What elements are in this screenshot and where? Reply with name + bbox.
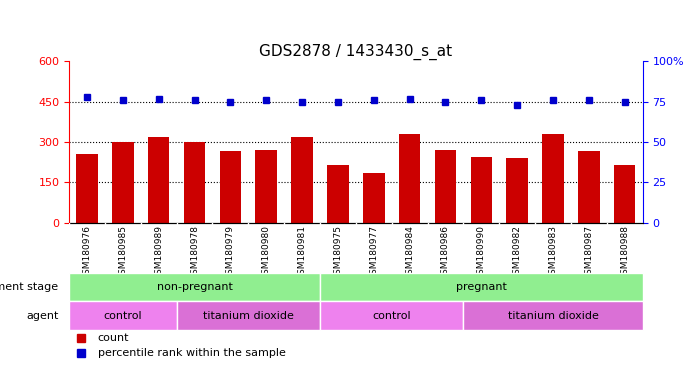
Bar (220, 152, 241, 223)
Bar (542, 134, 564, 223)
Bar (256, 150, 277, 223)
Text: non-pregnant: non-pregnant (157, 282, 232, 292)
Text: GSM180977: GSM180977 (369, 225, 378, 280)
Text: percentile rank within the sample: percentile rank within the sample (98, 348, 285, 358)
Bar (148, 137, 169, 223)
Text: GSM180982: GSM180982 (513, 225, 522, 280)
FancyBboxPatch shape (69, 301, 177, 330)
Bar (614, 165, 636, 223)
Text: GSM180985: GSM180985 (118, 225, 127, 280)
Text: count: count (98, 333, 129, 343)
FancyBboxPatch shape (320, 301, 464, 330)
Text: GSM180983: GSM180983 (549, 225, 558, 280)
Text: GSM180989: GSM180989 (154, 225, 163, 280)
Bar (578, 152, 600, 223)
FancyBboxPatch shape (177, 301, 320, 330)
Text: titanium dioxide: titanium dioxide (203, 311, 294, 321)
Text: titanium dioxide: titanium dioxide (508, 311, 598, 321)
Text: GSM180984: GSM180984 (405, 225, 414, 280)
Bar (363, 173, 384, 223)
Bar (292, 137, 313, 223)
Bar (184, 142, 205, 223)
Text: GSM180990: GSM180990 (477, 225, 486, 280)
FancyBboxPatch shape (464, 301, 643, 330)
Text: GSM180986: GSM180986 (441, 225, 450, 280)
FancyBboxPatch shape (320, 273, 643, 301)
Text: GSM180975: GSM180975 (334, 225, 343, 280)
Bar (112, 142, 133, 223)
Title: GDS2878 / 1433430_s_at: GDS2878 / 1433430_s_at (259, 44, 453, 60)
Bar (435, 150, 456, 223)
Text: GSM180987: GSM180987 (585, 225, 594, 280)
Text: control: control (372, 311, 411, 321)
Text: GSM180981: GSM180981 (298, 225, 307, 280)
FancyBboxPatch shape (69, 273, 320, 301)
Text: development stage: development stage (0, 282, 58, 292)
Text: control: control (104, 311, 142, 321)
Text: GSM180976: GSM180976 (82, 225, 91, 280)
Text: pregnant: pregnant (456, 282, 507, 292)
Bar (76, 154, 98, 223)
Text: GSM180980: GSM180980 (262, 225, 271, 280)
Bar (399, 134, 420, 223)
Text: GSM180978: GSM180978 (190, 225, 199, 280)
Bar (471, 157, 492, 223)
Text: GSM180979: GSM180979 (226, 225, 235, 280)
Text: GSM180988: GSM180988 (621, 225, 630, 280)
Bar (507, 158, 528, 223)
Text: agent: agent (26, 311, 58, 321)
Bar (327, 165, 349, 223)
